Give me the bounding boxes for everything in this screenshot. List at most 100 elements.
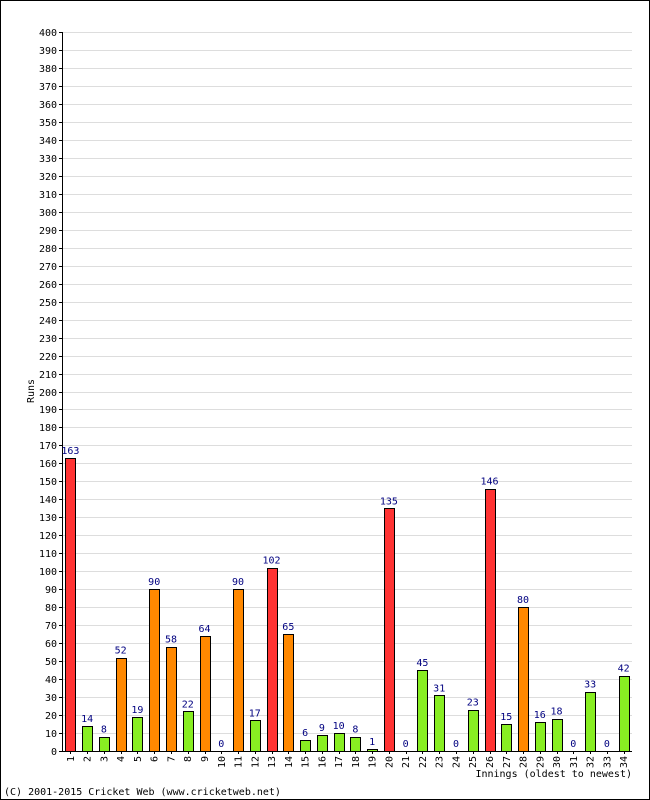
value-label: 33 xyxy=(584,680,596,691)
value-label: 8 xyxy=(352,725,358,736)
x-tick-label: 27 xyxy=(502,756,513,768)
bar xyxy=(384,508,395,752)
y-tick-label: 110 xyxy=(39,549,57,560)
bar xyxy=(501,724,512,752)
bar xyxy=(183,711,194,752)
x-tick-label: 32 xyxy=(586,756,597,768)
y-tick-label: 40 xyxy=(45,675,57,686)
y-tick-label: 400 xyxy=(39,28,57,39)
bar xyxy=(535,722,546,752)
bar xyxy=(552,719,563,752)
y-tick-label: 380 xyxy=(39,64,57,75)
x-tick-label: 26 xyxy=(485,756,496,768)
bar xyxy=(468,710,479,752)
value-label: 146 xyxy=(480,477,498,488)
value-label: 64 xyxy=(198,624,210,635)
value-label: 1 xyxy=(369,737,375,748)
bar xyxy=(283,634,294,752)
y-tick-label: 0 xyxy=(51,747,57,758)
value-label: 0 xyxy=(570,739,576,750)
value-label: 0 xyxy=(403,739,409,750)
bar xyxy=(350,737,361,752)
x-tick-label: 7 xyxy=(166,756,177,762)
value-label: 14 xyxy=(81,714,93,725)
value-label: 15 xyxy=(500,712,512,723)
grid-lines xyxy=(62,32,632,734)
value-label: 102 xyxy=(263,556,281,567)
value-label: 90 xyxy=(232,577,244,588)
y-tick-label: 390 xyxy=(39,46,57,57)
y-tick-label: 120 xyxy=(39,531,57,542)
y-tick-label: 350 xyxy=(39,118,57,129)
y-tick-label: 130 xyxy=(39,513,57,524)
value-label: 8 xyxy=(101,725,107,736)
bars xyxy=(65,458,630,752)
y-axis-title: Runs xyxy=(26,379,37,403)
value-label: 16 xyxy=(534,710,546,721)
x-tick-label: 1 xyxy=(66,756,77,762)
bar xyxy=(518,607,529,752)
x-tick-label: 6 xyxy=(150,756,161,762)
value-label: 0 xyxy=(604,739,610,750)
y-tick-label: 140 xyxy=(39,495,57,506)
value-label: 6 xyxy=(302,728,308,739)
x-tick-label: 9 xyxy=(200,756,211,762)
x-tick-label: 21 xyxy=(401,756,412,768)
y-tick-label: 210 xyxy=(39,370,57,381)
value-label: 90 xyxy=(148,577,160,588)
y-tick-label: 30 xyxy=(45,693,57,704)
y-tick-label: 250 xyxy=(39,298,57,309)
x-tick-label: 8 xyxy=(183,756,194,762)
y-tick-label: 50 xyxy=(45,657,57,668)
y-tick-label: 240 xyxy=(39,316,57,327)
bar xyxy=(619,676,630,752)
y-tick-label: 70 xyxy=(45,621,57,632)
x-tick-label: 18 xyxy=(351,756,362,768)
y-tick-label: 330 xyxy=(39,154,57,165)
y-tick-label: 340 xyxy=(39,136,57,147)
y-tick-label: 270 xyxy=(39,262,57,273)
bar xyxy=(166,647,177,752)
x-tick-label: 12 xyxy=(250,756,261,768)
y-tick-label: 180 xyxy=(39,423,57,434)
bar xyxy=(300,740,311,752)
bar xyxy=(65,458,76,752)
y-tick-label: 370 xyxy=(39,82,57,93)
bar xyxy=(149,589,160,752)
x-tick-label: 33 xyxy=(602,756,613,768)
value-label: 22 xyxy=(182,699,194,710)
value-label: 65 xyxy=(282,622,294,633)
y-tick-label: 90 xyxy=(45,585,57,596)
y-tick-label: 80 xyxy=(45,603,57,614)
x-tick-label: 16 xyxy=(317,756,328,768)
bar xyxy=(82,726,93,752)
x-tick-label: 31 xyxy=(569,756,580,768)
x-tick-label: 28 xyxy=(519,756,530,768)
bar xyxy=(200,636,211,752)
x-tick-label: 4 xyxy=(116,756,127,762)
y-tick-label: 190 xyxy=(39,405,57,416)
value-label: 17 xyxy=(249,708,261,719)
x-tick-label: 30 xyxy=(552,756,563,768)
bar xyxy=(334,733,345,752)
y-tick-label: 260 xyxy=(39,280,57,291)
y-tick-label: 220 xyxy=(39,352,57,363)
y-tick-label: 360 xyxy=(39,100,57,111)
value-label: 10 xyxy=(333,721,345,732)
x-tick-label: 15 xyxy=(301,756,312,768)
value-label: 23 xyxy=(467,698,479,709)
copyright-notice: (C) 2001-2015 Cricket Web (www.cricketwe… xyxy=(4,787,281,798)
y-tick-label: 10 xyxy=(45,729,57,740)
y-tick-label: 320 xyxy=(39,172,57,183)
value-label: 163 xyxy=(61,446,79,457)
x-tick-label: 10 xyxy=(217,756,228,768)
axes: 0102030405060708090100110120130140150160… xyxy=(39,28,632,768)
bar xyxy=(132,717,143,752)
x-tick-label: 11 xyxy=(234,756,245,768)
value-label: 52 xyxy=(115,646,127,657)
value-label: 31 xyxy=(433,683,445,694)
value-label: 42 xyxy=(618,664,630,675)
